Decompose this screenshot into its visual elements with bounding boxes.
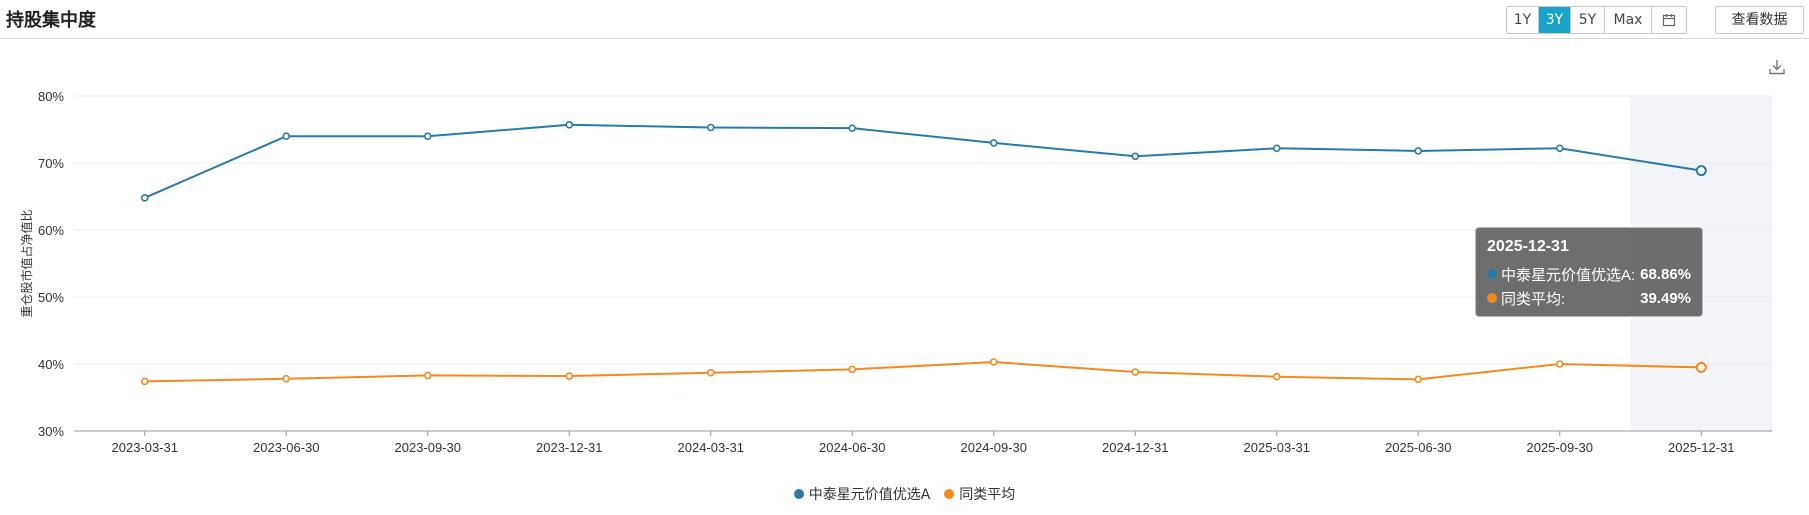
x-tick-label: 2024-06-30 xyxy=(819,440,886,455)
tooltip-name-peer-average: 同类平均: xyxy=(1501,290,1566,308)
tooltip-dot-fund xyxy=(1487,269,1497,279)
data-point-1 xyxy=(565,372,574,380)
x-tick-label: 2025-12-31 xyxy=(1668,440,1735,455)
y-axis-title: 重仓股市值占净值比 xyxy=(19,209,34,317)
y-tick-label: 60% xyxy=(38,223,64,238)
data-point-0 xyxy=(1414,147,1423,155)
data-point-1 xyxy=(848,365,857,374)
legend-dot-fund xyxy=(793,489,804,499)
data-point-1 xyxy=(989,358,998,366)
tooltip-name-fund: 中泰星元价值优选A: xyxy=(1501,266,1636,284)
chart-header: 持股集中度 1Y 3Y 5Y Max 查看数据 xyxy=(0,0,1809,39)
legend-label-fund: 中泰星元价值优选A xyxy=(808,487,931,503)
download-icon[interactable] xyxy=(1768,58,1786,76)
y-tick-label: 70% xyxy=(38,156,64,171)
x-tick-label: 2025-03-31 xyxy=(1244,440,1311,455)
y-tick-label: 40% xyxy=(38,357,64,372)
data-point-1 xyxy=(423,371,432,380)
tooltip-value-peer-average: 39.49% xyxy=(1640,289,1691,307)
y-tick-label: 30% xyxy=(38,424,64,439)
data-point-1 xyxy=(1555,360,1564,368)
x-tick-label: 2023-03-31 xyxy=(112,440,179,455)
legend-item-fund[interactable]: 中泰星元价值优选A xyxy=(793,484,931,504)
data-tooltip: 2025-12-31 中泰星元价值优选A: 68.86% 同类平均: 39.49… xyxy=(1475,227,1703,317)
range-button-1y[interactable]: 1Y xyxy=(1507,7,1539,33)
chart-legend: 中泰星元价值优选A 同类平均 xyxy=(0,484,1809,504)
data-point-0 xyxy=(1695,165,1707,177)
x-tick-label: 2023-12-31 xyxy=(536,440,603,455)
data-point-0 xyxy=(423,132,432,140)
data-point-0 xyxy=(989,139,998,147)
view-data-button[interactable]: 查看数据 xyxy=(1715,6,1804,34)
calendar-button[interactable] xyxy=(1652,7,1686,33)
data-point-0 xyxy=(848,124,857,132)
calendar-icon xyxy=(1662,14,1676,27)
legend-label-peer-average: 同类平均 xyxy=(959,487,1016,503)
series-line-1 xyxy=(144,360,1702,383)
range-button-3y[interactable]: 3Y xyxy=(1539,7,1571,33)
tooltip-row-fund: 中泰星元价值优选A: 68.86% xyxy=(1487,262,1691,286)
data-point-1 xyxy=(282,374,291,383)
data-point-1 xyxy=(1695,361,1707,373)
data-point-0 xyxy=(140,194,149,202)
tooltip-row-peer-average: 同类平均: 39.49% xyxy=(1487,286,1691,310)
tooltip-date: 2025-12-31 xyxy=(1487,238,1569,255)
data-point-1 xyxy=(1131,368,1140,376)
y-tick-label: 80% xyxy=(38,89,64,104)
data-point-1 xyxy=(140,377,149,386)
data-point-0 xyxy=(565,121,574,129)
x-tick-label: 2023-06-30 xyxy=(253,440,320,455)
x-tick-label: 2024-09-30 xyxy=(961,440,1028,455)
x-tick-label: 2025-06-30 xyxy=(1385,440,1452,455)
x-tick-label: 2023-09-30 xyxy=(395,440,462,455)
x-tick-label: 2024-12-31 xyxy=(1102,440,1169,455)
legend-dot-peer-average xyxy=(944,489,955,499)
data-point-1 xyxy=(1272,372,1281,381)
series-line-0 xyxy=(144,123,1702,199)
data-point-0 xyxy=(1555,144,1564,153)
data-point-1 xyxy=(1414,375,1423,384)
data-point-1 xyxy=(706,368,715,377)
data-point-0 xyxy=(1131,152,1140,161)
range-button-5y[interactable]: 5Y xyxy=(1571,7,1605,33)
legend-item-peer-average[interactable]: 同类平均 xyxy=(944,484,1015,504)
tooltip-dot-peer-average xyxy=(1487,293,1497,303)
y-tick-label: 50% xyxy=(38,290,64,305)
data-point-0 xyxy=(706,123,715,132)
x-tick-label: 2024-03-31 xyxy=(678,440,745,455)
page-title: 持股集中度 xyxy=(6,10,96,31)
data-point-0 xyxy=(282,132,291,140)
x-tick-label: 2025-09-30 xyxy=(1527,440,1594,455)
data-point-0 xyxy=(1272,144,1281,153)
range-selector: 1Y 3Y 5Y Max xyxy=(1506,6,1687,34)
tooltip-value-fund: 68.86% xyxy=(1640,265,1691,283)
range-button-max[interactable]: Max xyxy=(1605,7,1652,33)
